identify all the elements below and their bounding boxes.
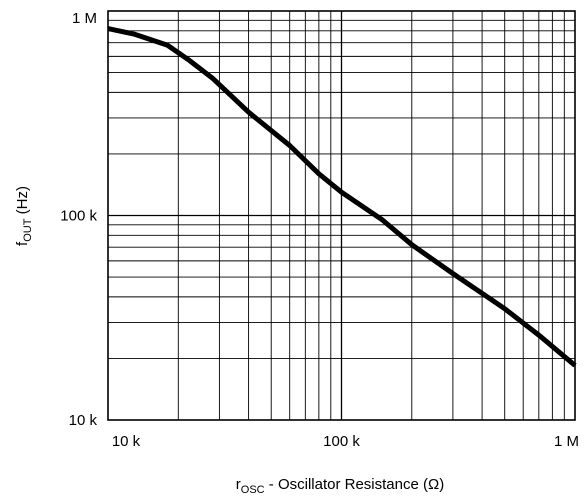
x-tick-label: 10 k [112, 433, 141, 450]
x-tick-label: 1 M [554, 433, 579, 450]
y-tick-label: 100 k [60, 208, 97, 225]
y-axis-title-subscript: OUT [22, 218, 34, 242]
plot-frame [107, 10, 576, 421]
x-tick-label: 100 k [323, 433, 360, 450]
x-axis-title-rest: - Oscillator Resistance (Ω) [265, 476, 445, 493]
y-tick-label: 1 M [72, 10, 97, 27]
y-axis-title-rest: (Hz) [14, 186, 31, 219]
x-axis-title-subscript: OSC [241, 484, 265, 496]
x-axis-title-main: r [236, 476, 241, 493]
grid [108, 11, 575, 420]
y-tick-labels: 10 k 100 k 1 M [60, 10, 97, 429]
y-axis-title-main: f [14, 241, 31, 246]
y-axis-title: fOUT (Hz) [14, 186, 34, 246]
series-line [107, 26, 577, 368]
x-tick-labels: 10 k 100 k 1 M [112, 433, 579, 450]
y-tick-label: 10 k [69, 412, 98, 429]
series-layer [107, 26, 577, 368]
x-axis-title: rOSC - Oscillator Resistance (Ω) [236, 476, 444, 496]
